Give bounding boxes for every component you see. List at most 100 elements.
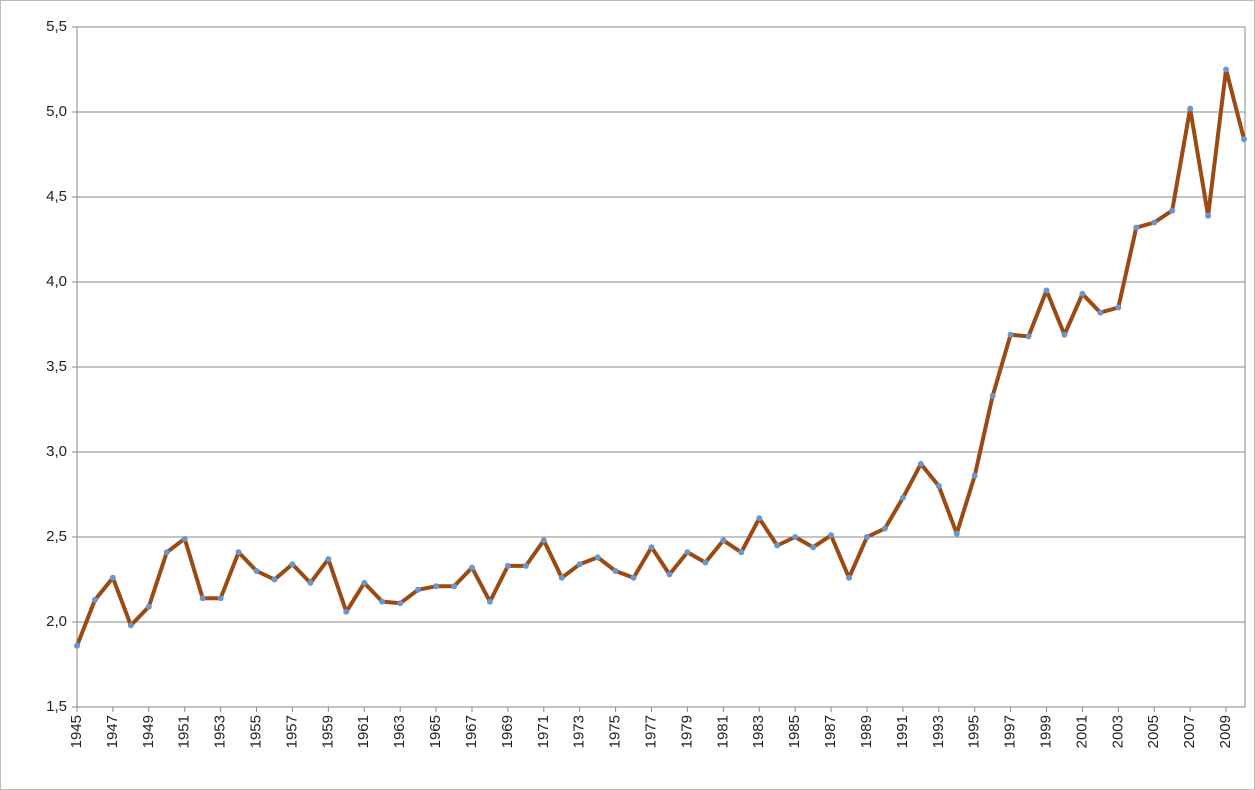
data-point — [199, 595, 206, 602]
data-point — [451, 583, 458, 590]
data-point — [235, 549, 242, 556]
y-tick-label: 4,0 — [46, 273, 67, 290]
data-point — [774, 542, 781, 549]
data-point — [361, 579, 368, 586]
y-tick-label: 2,5 — [46, 528, 67, 545]
data-point — [271, 576, 278, 583]
x-tick-label: 2009 — [1217, 715, 1234, 748]
x-tick-label: 1947 — [104, 715, 121, 748]
data-point — [935, 483, 942, 489]
x-tick-label: 1971 — [535, 715, 552, 748]
x-tick-label: 1981 — [714, 715, 731, 748]
data-point — [540, 537, 547, 544]
data-point — [1241, 136, 1247, 143]
data-point — [630, 574, 637, 581]
data-point — [468, 564, 475, 571]
x-tick-label: 1985 — [786, 715, 803, 748]
data-point — [612, 568, 619, 574]
data-point — [145, 603, 152, 610]
data-point — [1079, 290, 1086, 297]
y-tick-label: 5,0 — [46, 103, 67, 120]
x-tick-label: 1953 — [212, 715, 229, 748]
data-point — [379, 598, 386, 605]
data-point — [1043, 287, 1050, 294]
x-tick-label: 2003 — [1109, 715, 1126, 748]
x-tick-label: 2005 — [1145, 715, 1162, 748]
data-point — [792, 534, 799, 540]
data-point — [1151, 219, 1158, 226]
data-point — [504, 562, 511, 569]
data-point — [127, 622, 134, 629]
data-point — [576, 561, 583, 568]
data-point — [899, 494, 906, 501]
data-point — [1025, 333, 1032, 340]
x-tick-label: 1987 — [822, 715, 839, 748]
data-point — [881, 525, 888, 532]
data-point — [828, 532, 835, 539]
data-point — [433, 583, 440, 590]
x-tick-label: 1973 — [571, 715, 588, 748]
data-point — [846, 574, 853, 581]
data-point — [1169, 207, 1176, 214]
data-point — [594, 554, 601, 561]
y-tick-label: 5,5 — [46, 18, 67, 35]
data-point — [684, 549, 691, 556]
data-point — [989, 392, 996, 399]
x-tick-label: 1969 — [499, 715, 516, 748]
data-point — [486, 598, 493, 605]
data-point — [289, 561, 296, 568]
data-point — [720, 537, 727, 544]
data-point — [74, 642, 80, 649]
data-point — [91, 596, 98, 603]
data-point — [917, 460, 924, 467]
data-point — [217, 595, 224, 602]
data-point — [1187, 105, 1194, 112]
data-point — [181, 535, 188, 542]
x-tick-label: 1955 — [248, 715, 265, 748]
y-tick-label: 4,5 — [46, 188, 67, 205]
y-tick-label: 3,5 — [46, 358, 67, 375]
data-point — [325, 556, 332, 563]
data-point — [1007, 331, 1014, 338]
y-tick-label: 1,5 — [46, 698, 67, 715]
data-point — [702, 559, 709, 566]
x-tick-label: 1961 — [355, 715, 372, 748]
data-point — [343, 608, 350, 615]
data-point — [307, 579, 314, 586]
data-point — [1133, 224, 1140, 231]
x-tick-label: 1963 — [391, 715, 408, 748]
x-tick-label: 1951 — [176, 715, 193, 748]
data-point — [810, 544, 817, 551]
data-point — [756, 515, 763, 522]
x-tick-label: 1999 — [1037, 715, 1054, 748]
x-tick-label: 1993 — [930, 715, 947, 748]
x-tick-label: 1977 — [642, 715, 659, 748]
data-point — [397, 600, 404, 607]
x-tick-label: 1967 — [463, 715, 480, 748]
data-point — [738, 549, 745, 556]
x-tick-label: 1957 — [283, 715, 300, 748]
data-line — [75, 67, 1246, 647]
data-point — [1115, 304, 1122, 311]
x-tick-label: 1983 — [750, 715, 767, 748]
data-point — [109, 574, 116, 581]
y-tick-label: 3,0 — [46, 443, 67, 460]
data-point — [253, 568, 260, 574]
data-point — [863, 534, 870, 540]
data-point — [953, 530, 960, 537]
x-tick-label: 2007 — [1181, 715, 1198, 748]
x-tick-label: 1989 — [858, 715, 875, 748]
data-point — [666, 571, 673, 578]
data-point — [1205, 212, 1212, 219]
data-point — [522, 562, 529, 569]
x-tick-label: 1997 — [1002, 715, 1019, 748]
x-tick-label: 1979 — [678, 715, 695, 748]
data-point — [1061, 331, 1068, 338]
data-point — [971, 472, 978, 479]
x-tick-label: 1975 — [607, 715, 624, 748]
data-point — [558, 574, 565, 581]
x-tick-label: 2001 — [1073, 715, 1090, 748]
data-point — [415, 586, 422, 593]
data-point — [163, 549, 170, 556]
